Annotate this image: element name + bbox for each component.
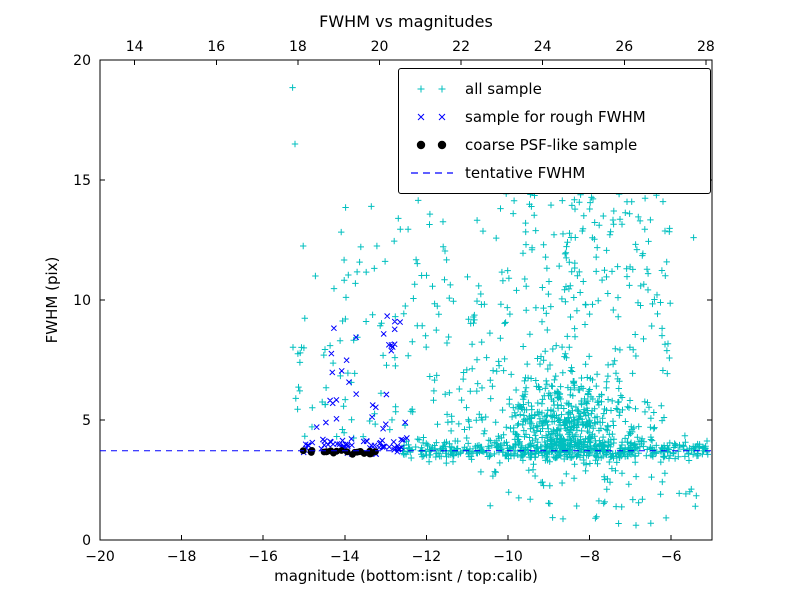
top-x-tick-label: 28 [697,39,715,55]
y-tick-label: 5 [82,413,91,429]
top-x-tick-label: 18 [289,39,307,55]
legend-marker-x [417,113,446,121]
legend-label: sample for rough FWHM [465,108,646,126]
legend-item: coarse PSF-like sample [399,131,710,159]
x-tick-label: −16 [248,549,278,565]
legend-label: tentative FWHM [465,164,586,182]
top-x-tick-label: 24 [534,39,552,55]
legend-marker-dashed [411,172,453,174]
top-x-tick-label: 16 [207,39,225,55]
y-ticks: 0 5 10 15 20 [73,53,712,549]
x-tick-label: −6 [661,549,682,565]
x-tick-label: −10 [493,549,523,565]
x-tick-label: −12 [412,549,442,565]
y-tick-label: 0 [82,533,91,549]
legend-item: tentative FWHM [399,159,710,187]
x-ticks-bottom: −20 −18 −16 −14 −12 −10 −8 −6 [85,535,682,565]
legend: all sample sample for rough FWHM coarse … [398,68,711,194]
chart-title: FWHM vs magnitudes [319,12,493,31]
y-tick-label: 20 [73,53,91,69]
y-tick-label: 15 [73,173,91,189]
x-tick-label: −20 [85,549,115,565]
x-tick-label: −18 [167,549,197,565]
legend-label: all sample [465,80,542,98]
legend-item: sample for rough FWHM [399,103,710,131]
x-tick-label: −8 [579,549,600,565]
y-tick-label: 10 [73,293,91,309]
legend-marker-plus [417,85,446,93]
legend-item: all sample [399,75,710,103]
legend-marker-dot [416,140,447,150]
top-x-tick-label: 22 [452,39,470,55]
series-sample-for-rough-FWHM [300,313,410,458]
x-ticks-top: 14 16 18 20 22 24 26 28 [126,39,715,65]
x-axis-label: magnitude (bottom:isnt / top:calib) [274,567,538,585]
legend-label: coarse PSF-like sample [465,136,638,154]
x-tick-label: −14 [330,549,360,565]
top-x-tick-label: 14 [126,39,144,55]
top-x-tick-label: 20 [371,39,389,55]
series-coarse-PSF-like-sample [299,447,379,458]
y-axis-label: FWHM (pix) [43,256,61,344]
top-x-tick-label: 26 [615,39,633,55]
